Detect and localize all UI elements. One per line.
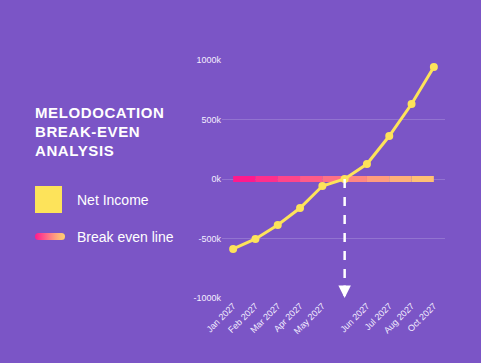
svg-text:Oct 2027: Oct 2027	[406, 301, 439, 334]
html-text:Break even line: Break even line	[77, 228, 174, 245]
svg-text:500k: 500k	[201, 115, 221, 125]
svg-text:0k: 0k	[211, 174, 221, 184]
svg-text:Jul 2027: Jul 2027	[363, 301, 394, 332]
svg-text:Jun 2027: Jun 2027	[338, 301, 371, 334]
html-text:MELODOCATION BREAK-EVEN ANALYS: MELODOCATION BREAK-EVEN ANALYSIS	[35, 104, 165, 159]
svg-text:Jan 2027: Jan 2027	[204, 301, 237, 334]
svg-text:May 2027: May 2027	[292, 301, 327, 336]
svg-text:Feb 2027: Feb 2027	[226, 301, 260, 335]
svg-text:Aug 2027: Aug 2027	[382, 301, 416, 335]
svg-text:Mar 2027: Mar 2027	[248, 301, 282, 335]
html-text:Net Income: Net Income	[77, 191, 149, 208]
svg-text:1000k: 1000k	[196, 55, 221, 65]
svg-text:-500k: -500k	[198, 234, 221, 244]
svg-text:Apr 2027: Apr 2027	[272, 301, 305, 334]
svg-text:-1000k: -1000k	[193, 293, 221, 303]
